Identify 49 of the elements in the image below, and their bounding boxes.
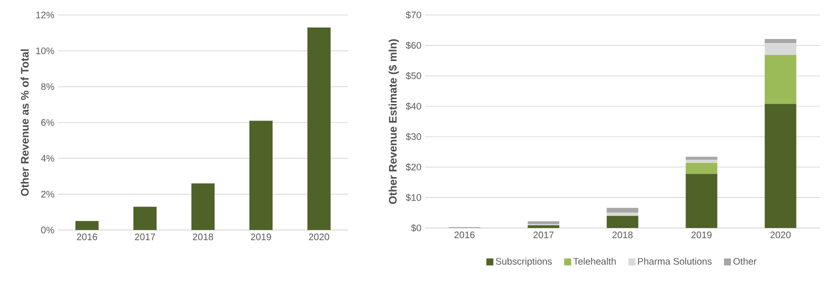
bar [764,42,796,55]
bar [307,28,331,230]
x-tick-label: 2017 [134,234,156,240]
y-axis-title: Other Revenue Estimate ($ mln) [388,39,399,204]
legend-label: Telehealth [573,258,616,265]
x-tick-label: 2016 [454,232,475,238]
bar [191,183,215,230]
bar [686,174,718,228]
y-tick-label: $10 [406,194,422,202]
bar [764,39,796,43]
x-tick-label: 2017 [533,232,554,238]
y-tick-label: 6% [41,119,54,126]
bar [133,206,157,230]
bar [686,156,718,160]
x-tick-label: 2020 [770,232,791,238]
x-tick-label: 2018 [612,232,633,238]
y-tick-label: 8% [41,83,54,90]
x-tick-label: 2019 [250,234,272,240]
bar [606,208,638,213]
bar [75,221,99,230]
x-tick-label: 2018 [192,234,214,240]
y-tick-label: 12% [36,12,54,18]
x-tick-label: 2016 [76,234,98,240]
bar [686,160,718,163]
x-tick-label: 2019 [691,232,712,238]
y-tick-label: $50 [406,72,422,80]
y-tick-label: $20 [406,163,422,171]
y-tick-label: 10% [36,47,54,54]
bar [686,162,718,174]
legend-label: Subscriptions [496,258,552,267]
bar [606,212,638,216]
y-axis-title: Other Revenue as % of Total [20,49,29,196]
y-tick-label: $0 [411,224,422,232]
y-tick-label: 4% [41,155,54,162]
bar [606,216,638,228]
bar [528,221,560,224]
bar [764,104,796,228]
y-tick-label: 2% [41,190,54,198]
y-tick-label: $30 [406,132,422,141]
y-tick-label: $40 [406,102,422,110]
bar [528,225,560,228]
bar [764,54,796,104]
y-tick-label: $70 [406,11,422,19]
y-tick-label: 0% [41,226,54,234]
legend-label: Pharma Solutions [638,258,712,265]
legend-label: Other [733,258,756,265]
bar [249,120,273,230]
x-tick-label: 2020 [308,234,330,240]
y-tick-label: $60 [406,42,422,50]
